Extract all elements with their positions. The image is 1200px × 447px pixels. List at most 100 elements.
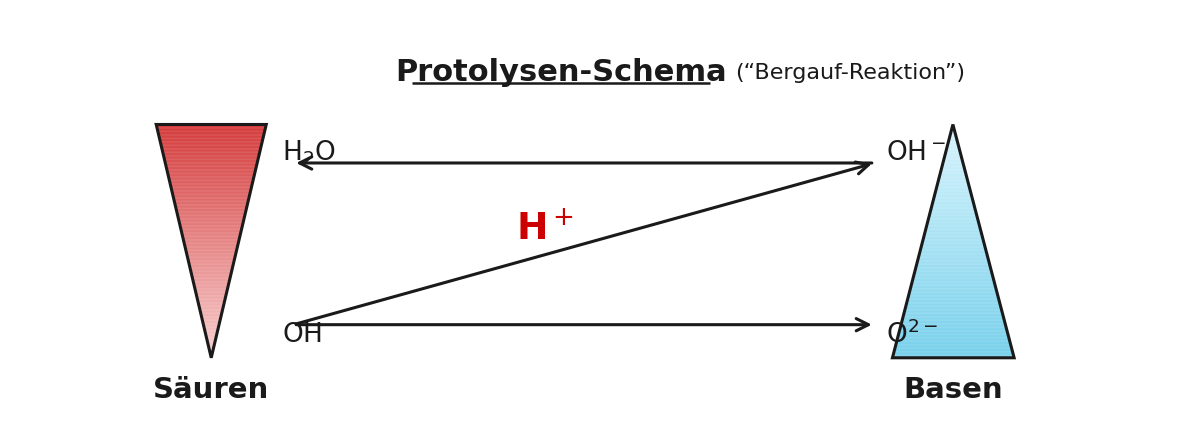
Polygon shape	[947, 149, 960, 150]
Polygon shape	[912, 281, 994, 282]
Polygon shape	[948, 143, 958, 144]
Polygon shape	[161, 145, 262, 146]
Polygon shape	[173, 196, 250, 197]
Polygon shape	[205, 331, 217, 332]
Polygon shape	[192, 277, 230, 278]
Polygon shape	[188, 262, 234, 263]
Polygon shape	[192, 276, 230, 277]
Polygon shape	[209, 347, 214, 348]
Polygon shape	[895, 348, 1012, 349]
Polygon shape	[182, 237, 240, 238]
Polygon shape	[162, 150, 260, 151]
Polygon shape	[160, 139, 263, 140]
Polygon shape	[919, 253, 986, 254]
Polygon shape	[198, 300, 224, 301]
Text: Säuren: Säuren	[154, 376, 269, 404]
Polygon shape	[925, 231, 982, 232]
Polygon shape	[179, 220, 244, 221]
Polygon shape	[918, 258, 989, 259]
Polygon shape	[947, 148, 960, 149]
Polygon shape	[173, 194, 250, 195]
Polygon shape	[161, 143, 262, 144]
Polygon shape	[185, 247, 238, 248]
Polygon shape	[209, 348, 214, 349]
Polygon shape	[937, 185, 970, 186]
Polygon shape	[930, 213, 977, 214]
Polygon shape	[198, 302, 224, 303]
Polygon shape	[928, 221, 978, 222]
Polygon shape	[170, 186, 252, 187]
Polygon shape	[893, 355, 1014, 356]
Polygon shape	[944, 158, 962, 159]
Polygon shape	[172, 190, 251, 191]
Polygon shape	[158, 133, 264, 134]
Polygon shape	[196, 291, 227, 292]
Polygon shape	[934, 197, 972, 198]
Polygon shape	[949, 139, 956, 140]
Polygon shape	[199, 309, 223, 310]
Polygon shape	[946, 150, 960, 151]
Polygon shape	[917, 262, 989, 263]
Polygon shape	[200, 311, 222, 312]
Polygon shape	[188, 263, 234, 264]
Polygon shape	[920, 248, 985, 249]
Polygon shape	[194, 286, 228, 287]
Polygon shape	[894, 352, 1013, 353]
Polygon shape	[169, 177, 253, 178]
Polygon shape	[187, 257, 235, 258]
Polygon shape	[898, 335, 1008, 336]
Text: OH$^-$: OH$^-$	[282, 322, 342, 348]
Polygon shape	[202, 319, 221, 320]
Polygon shape	[931, 209, 976, 210]
Polygon shape	[210, 352, 212, 353]
Polygon shape	[184, 242, 239, 243]
Polygon shape	[169, 182, 253, 183]
Polygon shape	[912, 280, 994, 281]
Polygon shape	[190, 265, 233, 266]
Polygon shape	[198, 301, 224, 302]
Polygon shape	[182, 234, 240, 235]
Polygon shape	[904, 314, 1003, 315]
Polygon shape	[158, 136, 264, 137]
Polygon shape	[194, 284, 229, 285]
Polygon shape	[179, 219, 244, 220]
Polygon shape	[940, 174, 966, 175]
Polygon shape	[163, 153, 259, 154]
Polygon shape	[928, 220, 978, 221]
Polygon shape	[208, 343, 215, 344]
Polygon shape	[952, 128, 954, 129]
Polygon shape	[205, 332, 217, 333]
Polygon shape	[178, 217, 245, 218]
Polygon shape	[929, 215, 977, 216]
Polygon shape	[896, 341, 1010, 342]
Polygon shape	[911, 286, 996, 287]
Polygon shape	[948, 141, 958, 142]
Polygon shape	[176, 208, 246, 209]
Polygon shape	[896, 343, 1010, 344]
Polygon shape	[193, 281, 229, 282]
Polygon shape	[196, 290, 227, 291]
Polygon shape	[922, 246, 985, 247]
Polygon shape	[167, 172, 256, 173]
Polygon shape	[157, 128, 265, 129]
Polygon shape	[202, 316, 221, 317]
Polygon shape	[930, 210, 976, 211]
Polygon shape	[186, 249, 236, 250]
Polygon shape	[914, 273, 992, 274]
Polygon shape	[202, 315, 221, 316]
Polygon shape	[187, 256, 235, 257]
Polygon shape	[184, 241, 239, 242]
Polygon shape	[166, 162, 258, 163]
Text: O$^{2-}$: O$^{2-}$	[887, 320, 938, 349]
Polygon shape	[164, 158, 258, 159]
Polygon shape	[197, 295, 226, 296]
Polygon shape	[205, 333, 217, 334]
Polygon shape	[178, 216, 245, 217]
Polygon shape	[158, 131, 264, 132]
Polygon shape	[911, 284, 995, 285]
Polygon shape	[944, 159, 962, 160]
Polygon shape	[919, 256, 988, 257]
Polygon shape	[174, 200, 248, 201]
Polygon shape	[926, 226, 980, 227]
Polygon shape	[170, 183, 252, 184]
